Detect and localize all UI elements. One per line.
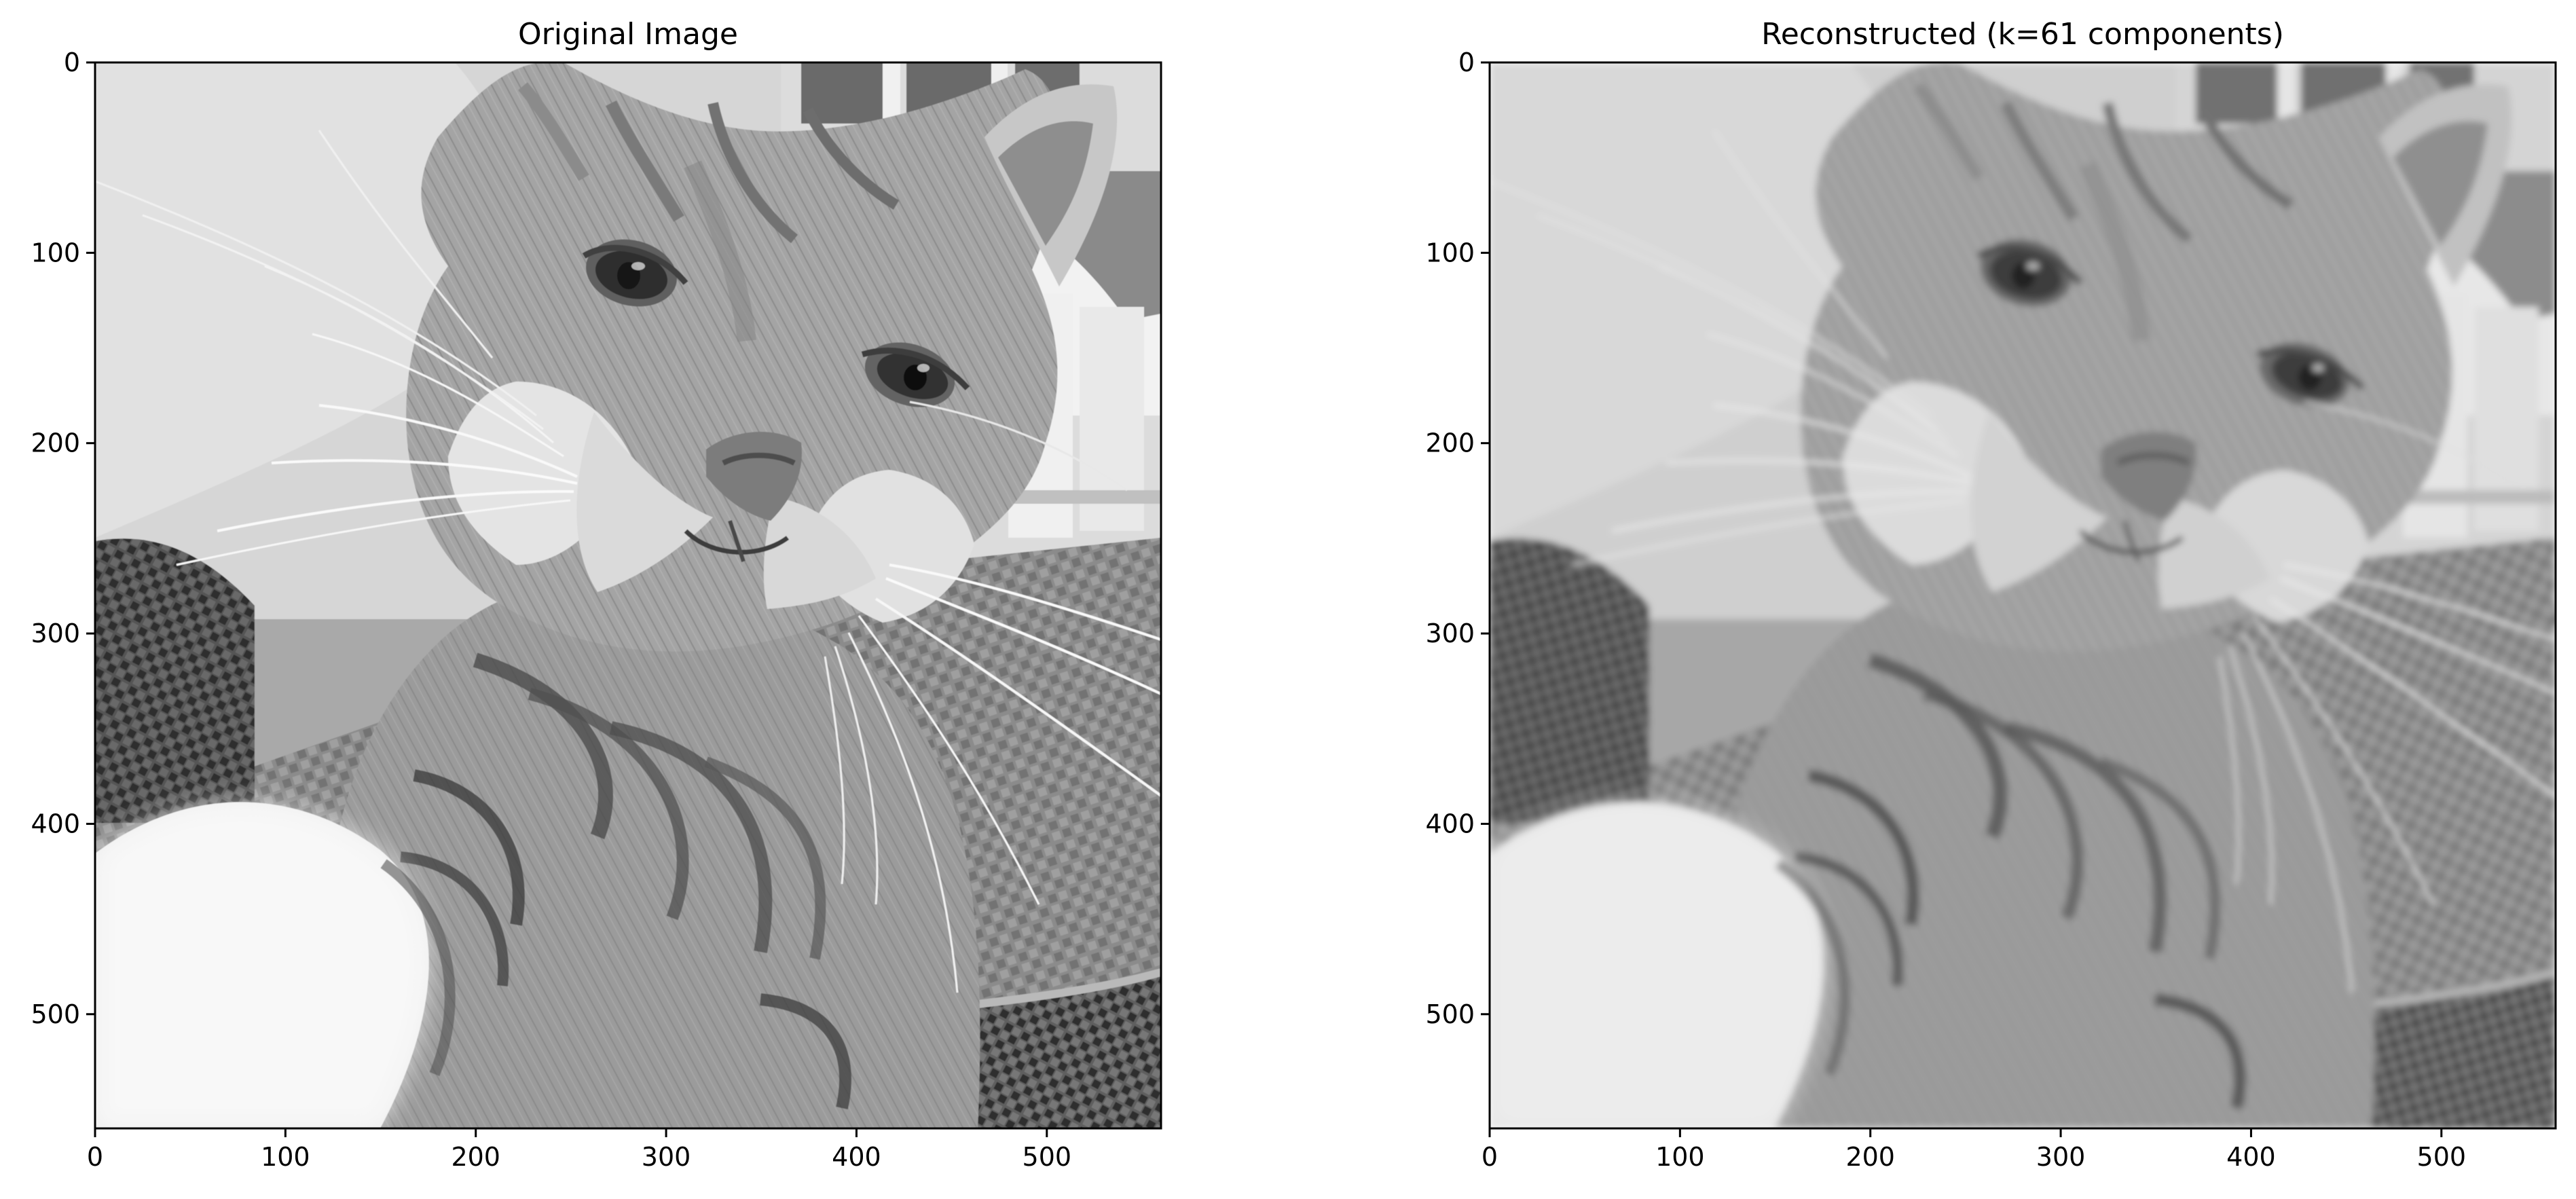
panel-original: Original Image 0 100 200 300 400 500 0 100 200 30…: [31, 17, 1164, 1172]
y-tick-label: 100: [31, 238, 80, 268]
axes-ticks-reconstructed: 0 100 200 300 400 500 0 100 200 300 400 500: [1425, 48, 2466, 1172]
y-tick-label: 300: [31, 619, 80, 648]
x-tick-label: 400: [2226, 1142, 2276, 1172]
x-tick-label: 200: [1845, 1142, 1895, 1172]
y-tick-label: 0: [64, 48, 80, 77]
y-tick-label: 200: [1425, 428, 1475, 458]
y-tick-label: 200: [31, 428, 80, 458]
panel-reconstructed: Reconstructed (k=61 components) 0 100 200 3…: [1425, 17, 2557, 1172]
axes-ticks-original: 0 100 200 300 400 500 0 100 200 300 400 500: [31, 48, 1071, 1172]
x-tick-label: 400: [832, 1142, 881, 1172]
x-tick-label: 200: [451, 1142, 500, 1172]
y-tick-label: 400: [31, 809, 80, 838]
y-tick-label: 100: [1425, 238, 1475, 268]
y-tick-label: 400: [1425, 809, 1475, 838]
x-tick-label: 0: [87, 1142, 103, 1172]
x-tick-label: 100: [1655, 1142, 1705, 1172]
y-tick-label: 300: [1425, 619, 1475, 648]
cat-photo-reconstructed: [1490, 62, 2556, 1128]
y-tick-label: 500: [31, 999, 80, 1029]
y-tick-label: 0: [1458, 48, 1475, 77]
y-tick-label: 500: [1425, 999, 1475, 1029]
x-tick-label: 500: [2417, 1142, 2467, 1172]
x-tick-label: 300: [2036, 1142, 2086, 1172]
x-tick-label: 0: [1482, 1142, 1498, 1172]
axes-frame-reconstructed: [1488, 61, 2557, 1130]
axes-frame-original: [94, 61, 1162, 1130]
x-tick-label: 500: [1023, 1142, 1072, 1172]
x-tick-label: 300: [642, 1142, 691, 1172]
panel-title-original: Original Image: [518, 17, 738, 52]
x-tick-label: 100: [261, 1142, 310, 1172]
cat-photo-original: [95, 62, 1164, 1128]
panel-title-reconstructed: Reconstructed (k=61 components): [1761, 17, 2284, 52]
